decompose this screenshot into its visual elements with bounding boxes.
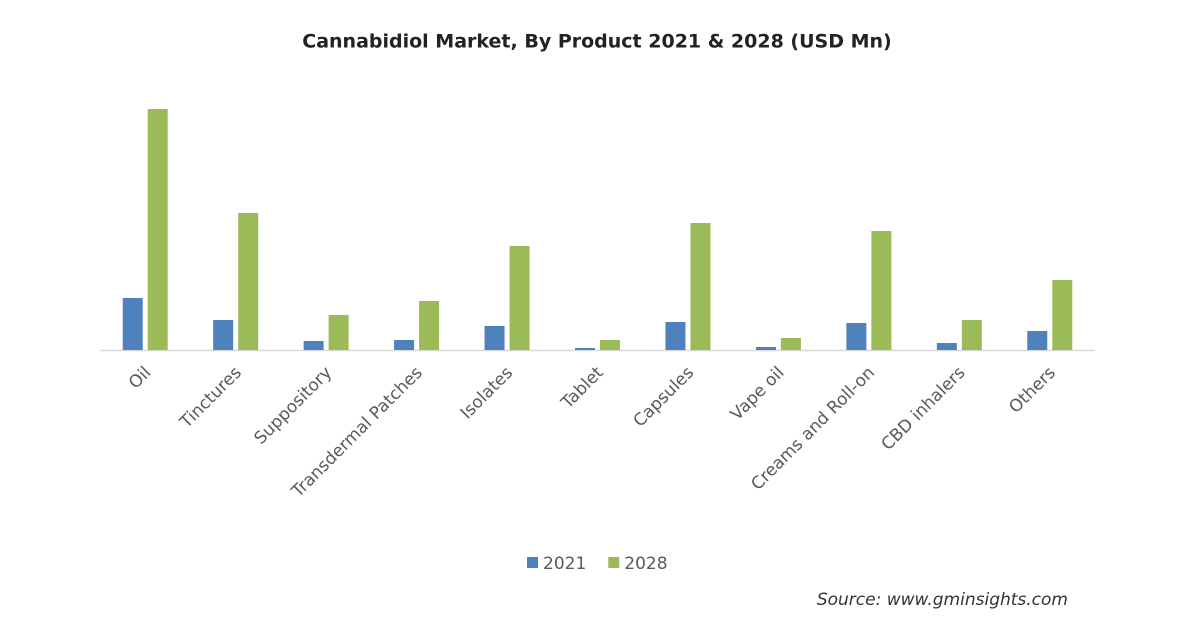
bar [1052, 280, 1073, 350]
chart-title: Cannabidiol Market, By Product 2021 & 20… [302, 31, 891, 53]
bar [871, 231, 892, 350]
bar [509, 246, 530, 350]
x-tick-label: Vape oil [727, 363, 789, 425]
x-tick-label: CBD inhalers [878, 363, 970, 455]
bar [846, 323, 867, 350]
bar [665, 322, 686, 350]
x-tick-label: Tinctures [176, 363, 246, 433]
legend-label: 2021 [543, 554, 586, 574]
legend-label: 2028 [624, 554, 667, 574]
bar [147, 109, 168, 350]
bar [936, 343, 957, 350]
bar [238, 213, 259, 350]
bar [122, 298, 143, 350]
x-tick-label: Oil [125, 363, 155, 393]
x-tick-label: Suppository [250, 363, 336, 449]
bar [484, 326, 505, 350]
source-note: Source: www.gminsights.com [817, 590, 1068, 610]
bar [690, 223, 711, 350]
bar [394, 340, 415, 350]
legend-swatch [527, 557, 538, 568]
bar [575, 348, 595, 350]
x-tick-label: Isolates [457, 363, 517, 423]
x-tick-label: Tablet [557, 363, 608, 414]
bar [961, 320, 982, 350]
bar [328, 315, 349, 350]
bar [419, 301, 440, 350]
bar [755, 347, 776, 350]
bar [303, 341, 324, 350]
bar [600, 340, 620, 350]
x-tick-label: Capsules [630, 363, 699, 432]
legend-swatch [608, 557, 620, 568]
bar [780, 338, 801, 350]
x-tick-label: Others [1005, 363, 1060, 418]
bar [1027, 331, 1048, 350]
bar [213, 320, 234, 350]
